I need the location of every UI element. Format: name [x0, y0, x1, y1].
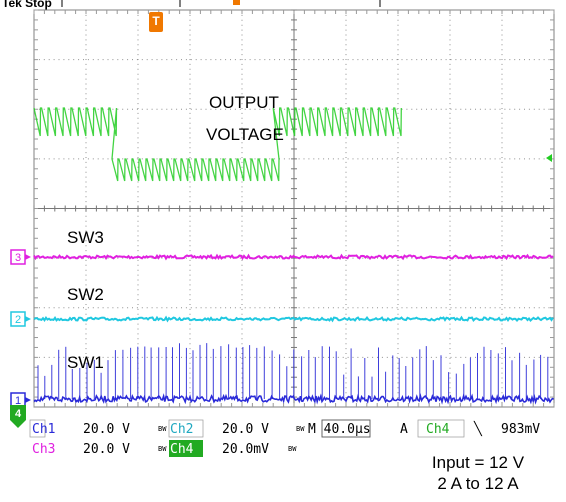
ch1-bw-mark: BW	[158, 425, 167, 433]
output-voltage-trace	[33, 107, 402, 182]
trigger-source: Ch4	[426, 422, 450, 437]
ch4-label: Ch4	[170, 442, 194, 457]
ch1-marker: 1	[10, 392, 31, 408]
ch1-label: Ch1	[32, 422, 55, 437]
ch4-scale: 20.0mV	[222, 442, 269, 457]
ch3-label: Ch3	[32, 442, 55, 457]
sw3-trace	[33, 253, 554, 261]
ch3-bw-mark: BW	[158, 445, 167, 453]
input-condition: Input = 12 V	[431, 453, 525, 472]
ch2-bw-mark: BW	[296, 425, 305, 433]
ch4-level-arrow	[546, 154, 552, 162]
readout-row-1: Ch1 20.0 V BW Ch2 20.0 V BW M 40.0µs A C…	[29, 419, 540, 438]
trigger-marker: T	[149, 12, 163, 32]
timebase: M 40.0µs	[308, 422, 371, 437]
sw2-trace	[33, 315, 554, 323]
ch2-marker-label: 2	[15, 314, 21, 326]
trigger-marker-label: T	[152, 14, 160, 28]
ch3-scale: 20.0 V	[83, 442, 130, 457]
ch2-marker: 2	[10, 311, 31, 327]
ch3-marker: 3	[10, 249, 31, 265]
sw1-label: SW1	[67, 353, 104, 372]
load-step-condition: 2 A to 12 A	[437, 474, 519, 493]
trigger-slope: ╲	[473, 420, 483, 437]
output-voltage-label-2: VOLTAGE	[206, 125, 284, 144]
graticule	[33, 9, 555, 407]
test-conditions: Input = 12 V 2 A to 12 A	[400, 452, 556, 494]
ch3-marker-label: 3	[15, 252, 21, 264]
sw2-label: SW2	[67, 285, 104, 304]
ch2-label: Ch2	[170, 422, 193, 437]
ch1-scale: 20.0 V	[83, 422, 130, 437]
ch1-marker-label: 1	[15, 395, 21, 407]
trigger-mode: A	[400, 422, 408, 437]
ch2-scale: 20.0 V	[222, 422, 269, 437]
ch4-marker: 4	[10, 405, 26, 428]
ch4-marker-label: 4	[15, 408, 22, 420]
ch4-bw-mark: BW	[288, 445, 297, 453]
sw3-label: SW3	[67, 228, 104, 247]
output-voltage-label-1: OUTPUT	[209, 93, 279, 112]
readout-row-2: Ch3 20.0 V BW Ch4 20.0mV BW	[32, 440, 297, 457]
trigger-level: 983mV	[501, 422, 540, 437]
waveform-traces	[33, 107, 554, 405]
top-status: Tek Stop	[2, 0, 52, 10]
